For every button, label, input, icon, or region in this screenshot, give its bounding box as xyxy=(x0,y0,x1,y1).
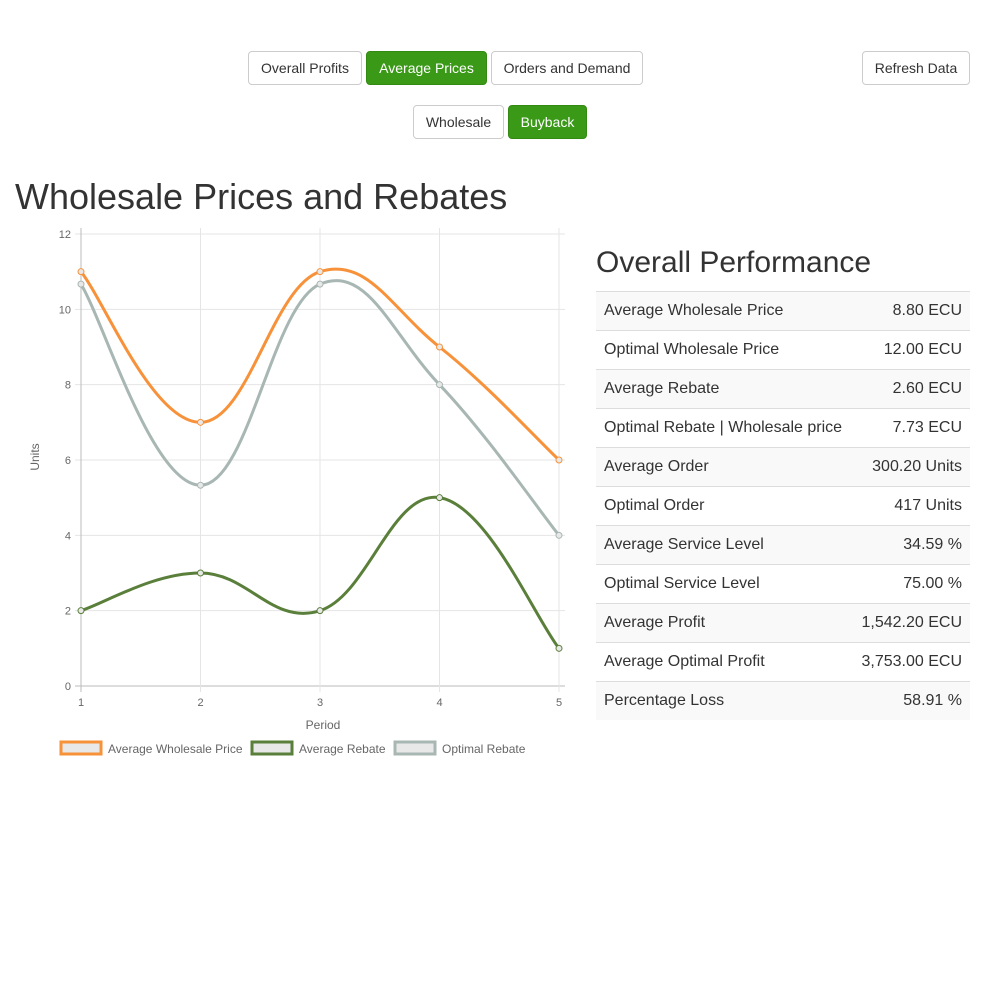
y-tick-label: 10 xyxy=(59,304,71,316)
performance-value: 2.60 ECU xyxy=(852,369,970,409)
performance-label: Average Profit xyxy=(596,603,853,643)
performance-row: Optimal Order 417 Units xyxy=(596,486,970,526)
data-point xyxy=(77,607,85,615)
refresh-data-button[interactable]: Refresh Data xyxy=(862,51,970,85)
chart-series xyxy=(79,267,561,650)
y-tick-label: 2 xyxy=(65,606,71,618)
chart-points xyxy=(77,268,563,652)
performance-label: Average Rebate xyxy=(596,369,853,409)
y-tick-label: 0 xyxy=(65,681,71,693)
chart-title: Wholesale Prices and Rebates xyxy=(15,176,508,217)
performance-row: Optimal Service Level 75.00 % xyxy=(596,564,970,604)
y-tick-label: 8 xyxy=(65,380,71,392)
performance-row: Average Profit 1,542.20 ECU xyxy=(596,603,970,643)
performance-label: Average Optimal Profit xyxy=(596,642,853,682)
legend-label: Average Rebate xyxy=(299,742,386,756)
performance-row: Average Rebate 2.60 ECU xyxy=(596,369,970,409)
performance-value: 8.80 ECU xyxy=(852,291,970,331)
performance-title: Overall Performance xyxy=(596,246,872,279)
performance-label: Optimal Order xyxy=(596,486,853,526)
data-point xyxy=(197,481,204,489)
y-tick-label: 6 xyxy=(65,455,71,467)
performance-row: Average Service Level 34.59 % xyxy=(596,525,970,565)
subtab-wholesale[interactable]: Wholesale xyxy=(413,105,504,139)
x-tick-label: 3 xyxy=(317,697,323,709)
x-tick-label: 2 xyxy=(197,697,203,709)
performance-value: 7.73 ECU xyxy=(852,408,970,448)
data-point xyxy=(555,456,563,464)
data-point xyxy=(316,268,324,276)
performance-label: Optimal Rebate | Wholesale price xyxy=(596,408,853,448)
performance-label: Optimal Wholesale Price xyxy=(596,330,853,370)
performance-value: 3,753.00 ECU xyxy=(852,642,970,682)
tab-orders-and-demand[interactable]: Orders and Demand xyxy=(491,51,643,85)
performance-value: 417 Units xyxy=(852,486,970,526)
performance-row: Optimal Rebate | Wholesale price 7.73 ECU xyxy=(596,408,970,448)
performance-row: Optimal Wholesale Price 12.00 ECU xyxy=(596,330,970,370)
series-line xyxy=(79,267,561,462)
performance-value: 75.00 % xyxy=(852,564,970,604)
tab-average-prices[interactable]: Average Prices xyxy=(366,51,487,85)
data-point xyxy=(436,381,443,389)
performance-table: Average Wholesale Price 8.80 ECU Optimal W… xyxy=(596,291,970,720)
data-point xyxy=(316,280,324,288)
performance-row: Average Order 300.20 Units xyxy=(596,447,970,487)
performance-value: 12.00 ECU xyxy=(852,330,970,370)
data-point xyxy=(197,418,204,426)
performance-value: 34.59 % xyxy=(852,525,970,565)
performance-value: 300.20 Units xyxy=(852,447,970,487)
legend-label: Optimal Rebate xyxy=(442,742,526,756)
performance-value: 58.91 % xyxy=(852,681,970,720)
x-tick-label: 1 xyxy=(78,697,84,709)
data-point xyxy=(197,569,204,577)
x-tick-label: 4 xyxy=(436,697,442,709)
performance-value: 1,542.20 ECU xyxy=(852,603,970,643)
data-point xyxy=(77,268,85,276)
y-axis-label: Units xyxy=(28,443,42,470)
tab-overall-profits[interactable]: Overall Profits xyxy=(248,51,362,85)
legend-label: Average Wholesale Price xyxy=(108,742,243,756)
data-point xyxy=(436,494,443,502)
performance-label: Average Wholesale Price xyxy=(596,291,853,331)
performance-row: Percentage Loss 58.91 % xyxy=(596,681,970,720)
x-axis-label: Period xyxy=(306,718,341,732)
legend-swatch xyxy=(250,740,294,756)
data-point xyxy=(436,343,443,351)
performance-label: Average Order xyxy=(596,447,853,487)
data-point xyxy=(555,531,563,539)
x-tick-label: 5 xyxy=(556,697,562,709)
series-line xyxy=(80,496,561,650)
data-point xyxy=(77,280,85,288)
data-point xyxy=(555,644,563,652)
legend-swatch xyxy=(59,740,103,756)
subtab-buyback[interactable]: Buyback xyxy=(508,105,587,139)
performance-row: Average Wholesale Price 8.80 ECU xyxy=(596,291,970,331)
performance-label: Percentage Loss xyxy=(596,681,853,720)
data-point xyxy=(316,607,324,615)
series-line xyxy=(79,279,561,537)
performance-row: Average Optimal Profit 3,753.00 ECU xyxy=(596,642,970,682)
legend-swatch xyxy=(393,740,437,756)
y-tick-label: 12 xyxy=(59,229,71,241)
y-tick-label: 4 xyxy=(65,530,71,542)
performance-label: Optimal Service Level xyxy=(596,564,853,604)
chart-legend: Average Wholesale Price Average Rebate Opt… xyxy=(59,740,526,756)
performance-label: Average Service Level xyxy=(596,525,853,565)
